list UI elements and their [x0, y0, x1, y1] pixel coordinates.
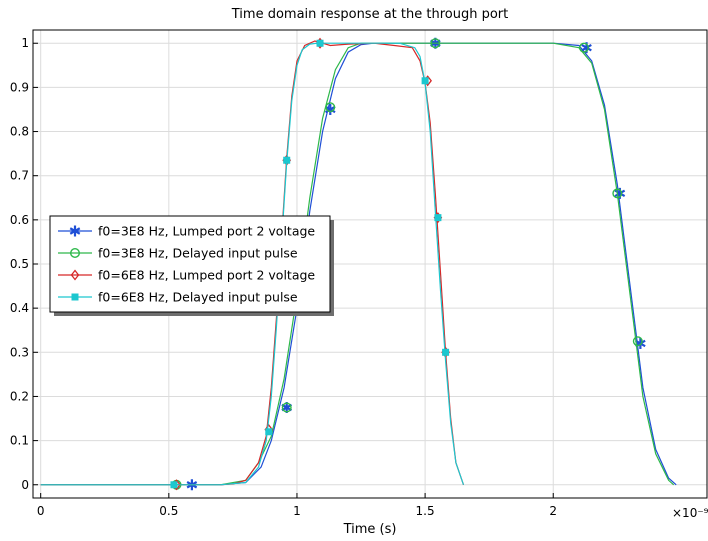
y-tick-label: 0.6	[10, 213, 29, 227]
y-tick-label: 0.2	[10, 389, 29, 403]
x-tick-label: 1.5	[416, 504, 435, 518]
x-tick-label: 2	[549, 504, 557, 518]
marker-square	[170, 481, 177, 488]
marker-square	[283, 157, 290, 164]
marker-square	[442, 349, 449, 356]
y-tick-label: 0.3	[10, 345, 29, 359]
marker-square	[317, 40, 324, 47]
legend-label: f0=3E8 Hz, Lumped port 2 voltage	[98, 224, 315, 239]
legend-label: f0=6E8 Hz, Lumped port 2 voltage	[98, 268, 315, 283]
legend-label: f0=3E8 Hz, Delayed input pulse	[98, 246, 298, 261]
x-axis-multiplier: ×10⁻⁹	[672, 506, 708, 520]
chart-title: Time domain response at the through port	[231, 7, 508, 22]
marker-square	[434, 214, 441, 221]
y-tick-label: 0.9	[10, 80, 29, 94]
x-tick-label: 0	[37, 504, 45, 518]
y-tick-label: 1	[21, 36, 29, 50]
y-axis: 0 0.1 0.2 0.3 0.4 0.5 0.6 0.7 0.8 0.9 1	[10, 36, 38, 492]
y-tick-label: 0.1	[10, 434, 29, 448]
marker-square	[265, 428, 272, 435]
marker-square	[422, 77, 429, 84]
x-tick-label: 0.5	[159, 504, 178, 518]
y-tick-label: 0.8	[10, 125, 29, 139]
y-tick-label: 0	[21, 478, 29, 492]
marker-square	[72, 294, 79, 301]
x-axis: 0 0.5 1 1.5 2	[37, 493, 557, 518]
y-tick-label: 0.7	[10, 169, 29, 183]
x-tick-label: 1	[293, 504, 301, 518]
legend: f0=3E8 Hz, Lumped port 2 voltage f0=3E8 H…	[50, 216, 334, 316]
y-tick-label: 0.4	[10, 301, 29, 315]
y-tick-label: 0.5	[10, 257, 29, 271]
x-axis-label: Time (s)	[343, 522, 397, 537]
legend-label: f0=6E8 Hz, Delayed input pulse	[98, 290, 298, 305]
